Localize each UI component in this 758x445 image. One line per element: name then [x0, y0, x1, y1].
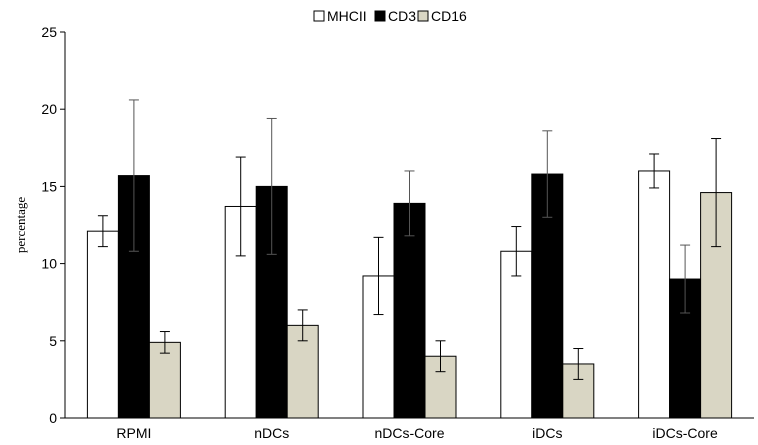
x-tick-label: nDCs [254, 425, 289, 441]
bar-cd3-ndcs-core [393, 202, 426, 419]
x-tick-label: iDCs [532, 425, 562, 441]
legend-swatch-cd16 [417, 10, 429, 22]
x-tick-label: iDCs-Core [652, 425, 718, 441]
y-tick-label: 20 [41, 101, 57, 117]
bar-mhcii-idcs-core [638, 170, 671, 419]
legend-label-cd3: CD3 [388, 8, 416, 24]
y-tick-label: 10 [41, 256, 57, 272]
x-axis: RPMI nDCs nDCs-Core iDCs iDCs-Core [65, 417, 754, 441]
y-axis-label: percentage [13, 197, 28, 254]
legend: MHCII CD3 CD16 [313, 8, 467, 24]
legend-swatch-mhcii [313, 10, 325, 22]
y-tick-label: 25 [41, 24, 57, 40]
y-axis: 0 5 10 15 20 25 [41, 24, 66, 426]
legend-swatch-cd3 [374, 10, 386, 22]
legend-label-cd16: CD16 [431, 8, 467, 24]
legend-label-mhcii: MHCII [327, 8, 367, 24]
y-tick-label: 5 [49, 333, 57, 349]
x-tick-label: nDCs-Core [374, 425, 444, 441]
bar-mhcii-rpmi [86, 230, 119, 419]
bar-cd16-rpmi [148, 341, 181, 419]
bars [86, 99, 733, 419]
y-tick-label: 0 [49, 410, 57, 426]
y-tick-label: 15 [41, 178, 57, 194]
x-tick-label: RPMI [116, 425, 151, 441]
